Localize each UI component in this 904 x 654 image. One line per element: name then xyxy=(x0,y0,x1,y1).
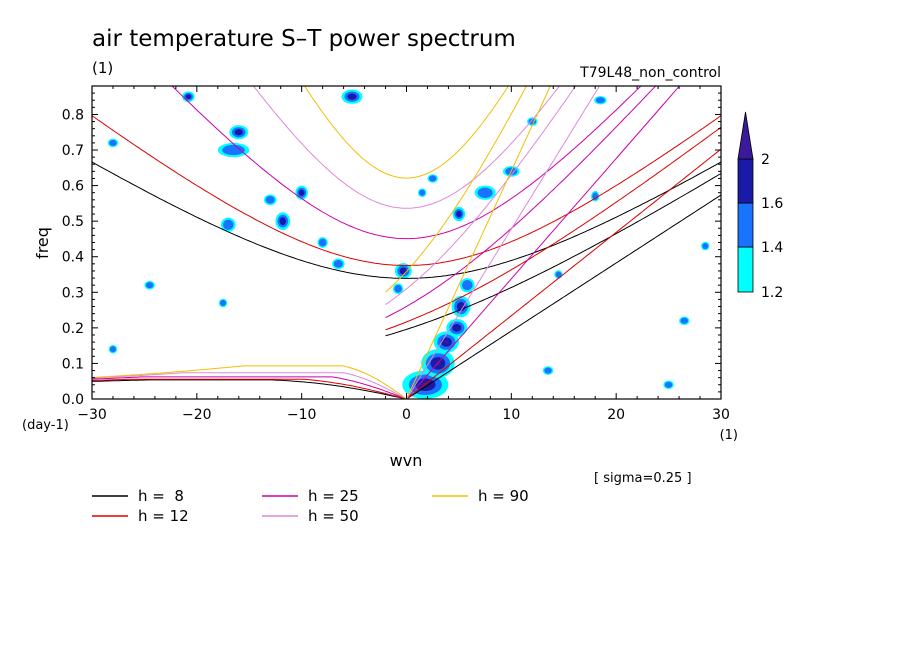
contour-region xyxy=(145,282,154,289)
contour-region xyxy=(394,284,402,293)
kelvin-curve xyxy=(406,86,681,399)
x-axis-label: wvn xyxy=(390,451,423,470)
y-tick-label: 0.2 xyxy=(62,321,84,337)
contour-region xyxy=(222,144,245,156)
contour-region xyxy=(444,340,449,344)
contour-region xyxy=(462,280,473,291)
colorbar-segment xyxy=(737,202,754,248)
rossby-curve xyxy=(92,365,407,399)
contour-region xyxy=(222,219,234,230)
inertia-gravity-curve xyxy=(304,86,509,179)
mixed-rossby-gravity-curve xyxy=(385,126,721,331)
legend-label: h = 50 xyxy=(308,507,359,525)
x-axis: −30 −20 −10 0 10 20 30 xyxy=(77,86,730,423)
contour-region xyxy=(419,189,426,196)
contour-region xyxy=(220,299,227,307)
y-tick-label: 0.1 xyxy=(62,356,84,372)
contour-region xyxy=(109,346,116,353)
y-axis-label: freq xyxy=(33,227,52,259)
legend: h = 8 h = 12 h = 25 h = 50 h = 90 xyxy=(92,487,529,525)
x-tick-label: −20 xyxy=(182,407,212,423)
contour-region xyxy=(592,192,599,201)
mixed-rossby-gravity-curve xyxy=(385,86,577,306)
x-tick-label: 10 xyxy=(502,407,520,423)
y-tick-label: 0.3 xyxy=(62,285,84,301)
y-tick-label: 0.5 xyxy=(62,214,84,230)
legend-label: h = 90 xyxy=(478,487,529,505)
x-tick-label: 30 xyxy=(712,407,730,423)
contour-region xyxy=(399,267,408,275)
y-tick-label: 0.4 xyxy=(62,250,84,266)
colorbar: 1.2 1.4 1.6 2 xyxy=(737,111,783,301)
contour-region xyxy=(428,175,437,182)
contour-region xyxy=(185,94,192,100)
contour-region xyxy=(477,187,493,198)
inertia-gravity-curve xyxy=(92,161,721,279)
y-axis-unit: (day-1) xyxy=(22,418,69,433)
colorbar-segment xyxy=(737,158,754,204)
colorbar-segment xyxy=(737,246,754,293)
inertia-gravity-curve xyxy=(92,115,721,266)
contour-region xyxy=(664,381,673,388)
inertia-gravity-curve xyxy=(252,86,561,209)
rossby-curve xyxy=(92,376,407,399)
contour-region xyxy=(279,217,287,226)
contour-region xyxy=(544,367,552,374)
contour-region xyxy=(347,93,357,100)
kelvin-curve xyxy=(406,86,551,399)
y-tick-label: 0.8 xyxy=(62,107,84,123)
contour-region xyxy=(456,210,462,218)
inertia-gravity-curve xyxy=(171,86,642,240)
contour-region xyxy=(109,139,117,146)
kelvin-curve xyxy=(406,86,601,399)
plot-frame xyxy=(91,85,722,400)
plot-area xyxy=(91,85,722,400)
contour-region xyxy=(595,97,605,104)
contour-region xyxy=(234,129,243,136)
contour-region xyxy=(680,317,689,324)
colorbar-label: 1.2 xyxy=(761,285,783,301)
x-axis-unit: (1) xyxy=(720,428,738,443)
mixed-rossby-gravity-curve xyxy=(385,86,657,319)
title-unit: (1) xyxy=(92,59,113,77)
y-tick-label: 0.0 xyxy=(62,392,84,408)
contour-region xyxy=(452,323,462,332)
colorbar-label: 1.4 xyxy=(761,240,783,256)
mixed-rossby-gravity-curve xyxy=(385,173,721,337)
sigma-note: [ sigma=0.25 ] xyxy=(594,471,692,486)
contour-region xyxy=(333,259,343,268)
colorbar-arrow xyxy=(737,111,754,160)
legend-label: h = 25 xyxy=(308,487,359,505)
kelvin-curve xyxy=(406,148,721,399)
contour-region xyxy=(555,271,562,278)
y-axis: 0.0 0.1 0.2 0.3 0.4 0.5 0.6 0.7 0.8 xyxy=(62,92,721,408)
legend-label: h = 8 xyxy=(138,487,184,505)
legend-label: h = 12 xyxy=(138,507,189,525)
contour-region xyxy=(298,189,305,196)
chart-title: air temperature S–T power spectrum xyxy=(92,26,516,52)
x-tick-label: 0 xyxy=(402,407,411,423)
rossby-curve xyxy=(92,372,407,399)
x-tick-label: −30 xyxy=(77,407,107,423)
contour-region xyxy=(318,238,327,247)
y-tick-label: 0.6 xyxy=(62,179,84,195)
mixed-rossby-gravity-curve xyxy=(385,86,528,293)
colorbar-label: 1.6 xyxy=(761,196,783,212)
contour-region xyxy=(702,242,709,250)
x-tick-label: −10 xyxy=(287,407,317,423)
contour-region xyxy=(265,195,275,204)
rossby-curve xyxy=(92,379,407,399)
y-tick-label: 0.7 xyxy=(62,143,84,159)
kelvin-curve xyxy=(406,194,721,399)
colorbar-label: 2 xyxy=(761,152,770,168)
run-label: T79L48_non_control xyxy=(579,65,721,81)
x-tick-label: 20 xyxy=(607,407,625,423)
rossby-curve xyxy=(92,378,407,399)
